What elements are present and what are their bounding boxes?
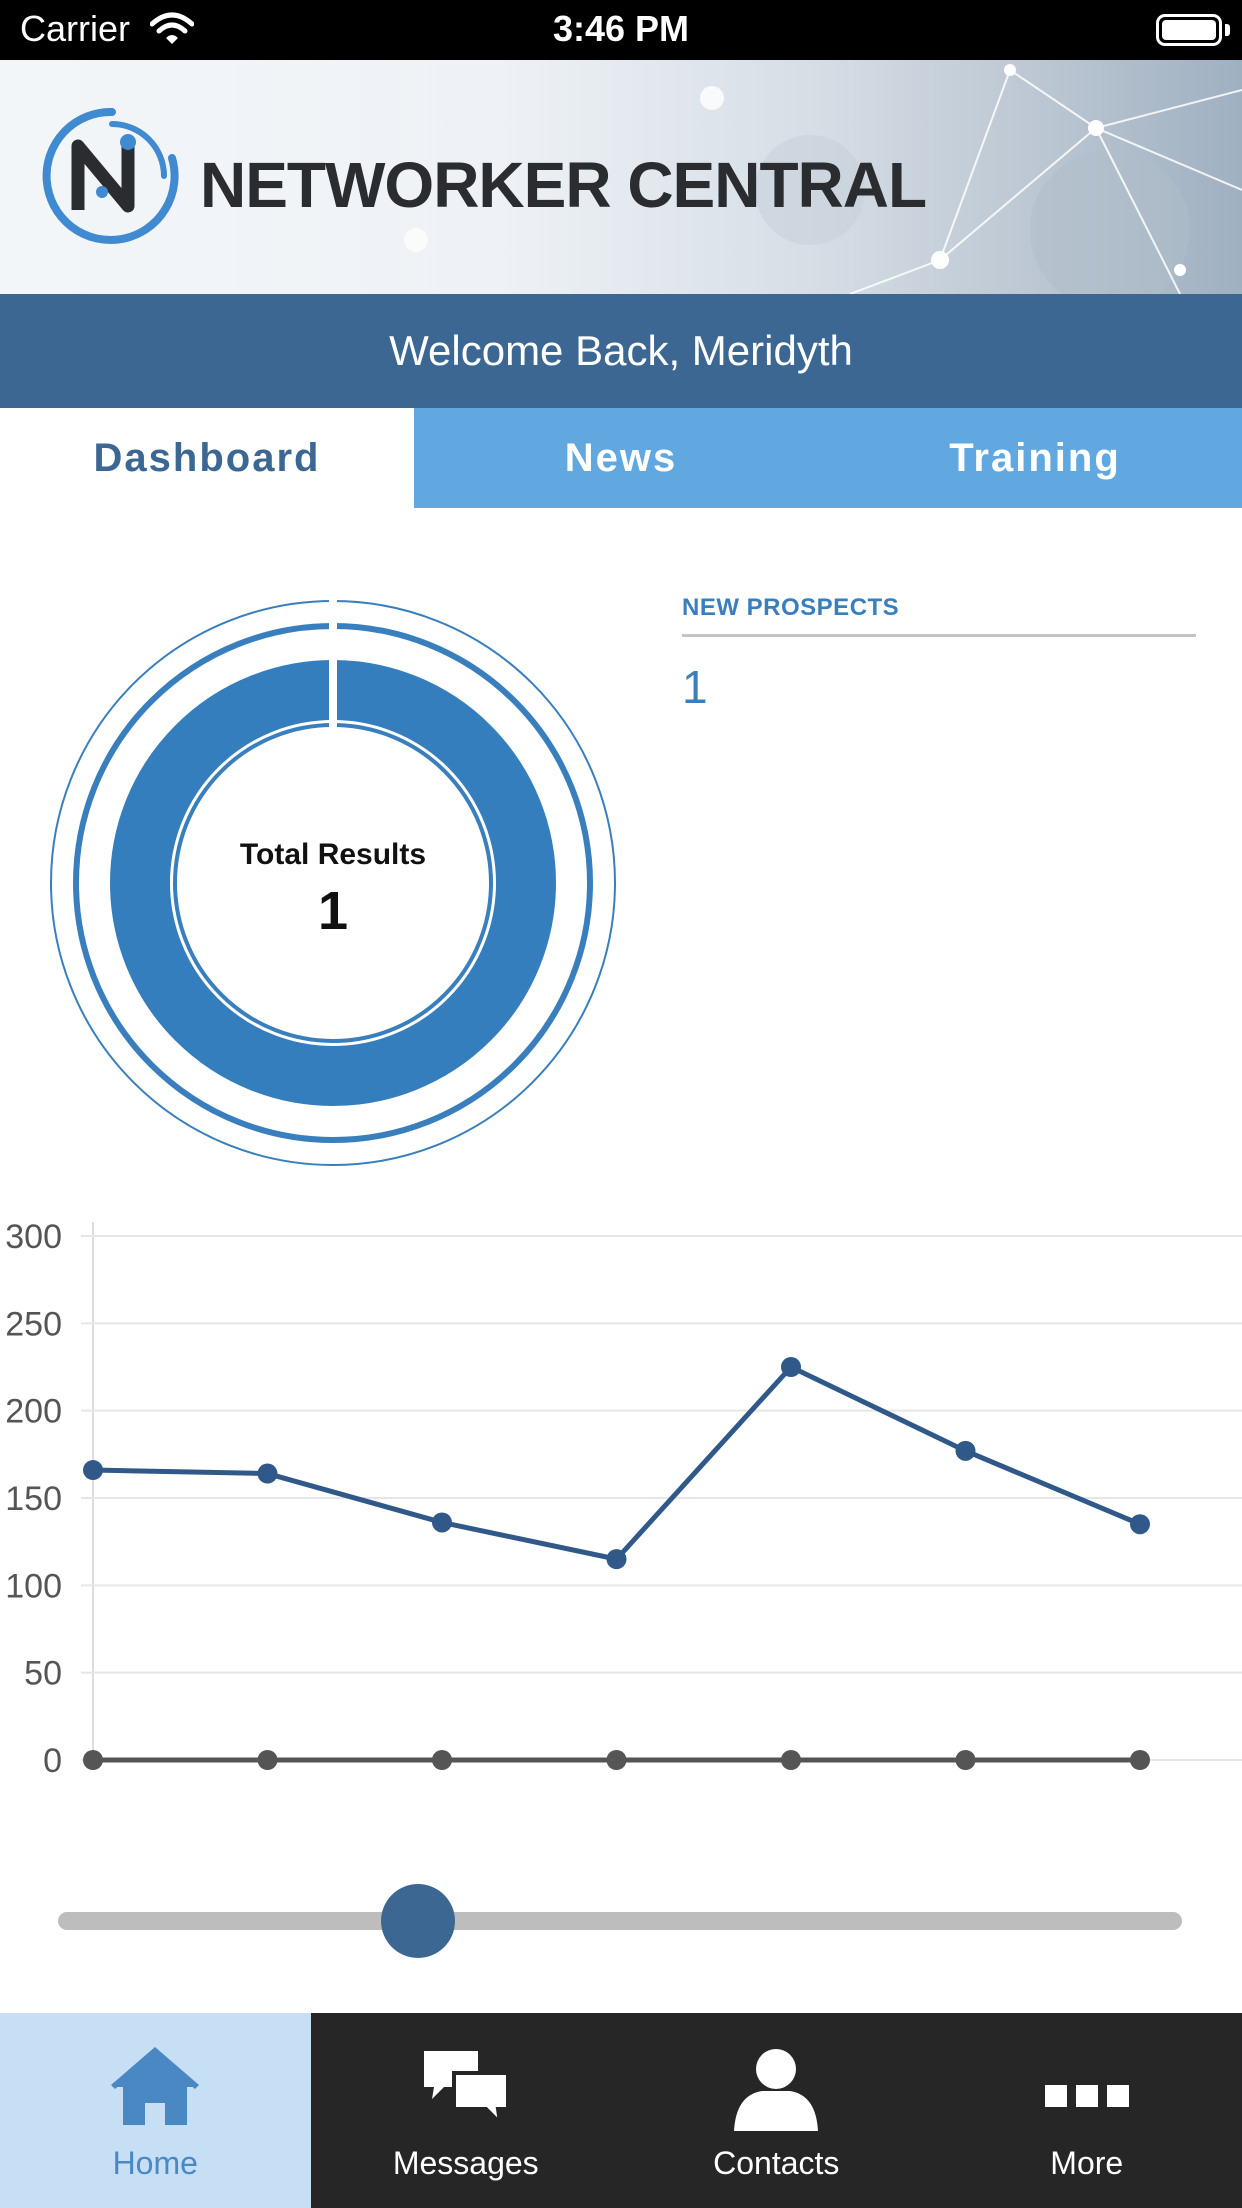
- welcome-banner: Welcome Back, Meridyth: [0, 294, 1242, 408]
- nav-contacts[interactable]: Contacts: [621, 2013, 932, 2208]
- data-point: [606, 1549, 627, 1570]
- total-results-ring-chart: [50, 596, 616, 1166]
- data-point: [1130, 1750, 1150, 1770]
- nav-home[interactable]: Home: [0, 2013, 311, 2208]
- y-tick-label: 200: [5, 1393, 62, 1431]
- tab-news[interactable]: News: [564, 435, 678, 480]
- data-point: [83, 1750, 103, 1770]
- nav-more-label: More: [1050, 2145, 1124, 2181]
- ring-gap-marker: [329, 596, 337, 732]
- data-point: [1130, 1514, 1150, 1535]
- home-icon: [111, 2047, 200, 2125]
- networker-logo-icon: [42, 107, 179, 244]
- data-point: [432, 1512, 452, 1533]
- nav-home-label: Home: [112, 2145, 198, 2181]
- data-point: [257, 1463, 278, 1484]
- y-tick-label: 150: [5, 1480, 62, 1518]
- results-line-chart: 0 50 100 150 200 250 300: [5, 1218, 1242, 1780]
- nav-messages[interactable]: Messages: [311, 2013, 622, 2208]
- data-point: [257, 1750, 278, 1770]
- nav-more[interactable]: More: [932, 2013, 1242, 2208]
- data-point: [432, 1750, 452, 1770]
- wifi-icon: [149, 12, 195, 51]
- data-point: [781, 1357, 801, 1377]
- range-slider-track[interactable]: [58, 1912, 1182, 1930]
- tab-dashboard[interactable]: Dashboard: [0, 408, 414, 508]
- y-tick-label: 100: [5, 1567, 62, 1605]
- prospects-divider: [682, 634, 1196, 637]
- tab-bar: Dashboard News Training: [0, 408, 1242, 508]
- new-prospects-value: 1: [682, 661, 708, 713]
- y-tick-label: 250: [5, 1305, 62, 1343]
- header-banner: NETWORKER CENTRAL: [0, 60, 1242, 294]
- messages-icon: [423, 2051, 510, 2127]
- network-background-graphic: [404, 64, 1242, 294]
- clock: 3:46 PM: [552, 8, 690, 49]
- total-results-value: 1: [317, 881, 349, 941]
- y-tick-label: 50: [24, 1655, 62, 1693]
- new-prospects-label: NEW PROSPECTS: [682, 594, 900, 621]
- bottom-navigation: Home Messages Contacts More: [0, 2013, 1242, 2208]
- brand-title: NETWORKER CENTRAL: [200, 149, 927, 221]
- total-results-label: Total Results: [239, 838, 427, 871]
- nav-contacts-label: Contacts: [713, 2145, 840, 2181]
- more-icon: [1044, 2085, 1129, 2107]
- data-point: [781, 1750, 801, 1770]
- battery-icon: [1156, 14, 1222, 46]
- data-point: [606, 1750, 627, 1770]
- nav-messages-label: Messages: [392, 2145, 539, 2181]
- carrier-label: Carrier: [20, 8, 131, 49]
- tab-training[interactable]: Training: [949, 435, 1121, 480]
- data-point: [83, 1460, 103, 1481]
- y-tick-label: 0: [43, 1742, 62, 1780]
- battery-cap: [1225, 24, 1230, 36]
- data-point: [955, 1750, 976, 1770]
- status-bar: Carrier 3:46 PM: [0, 0, 1242, 60]
- data-point: [955, 1440, 976, 1461]
- range-slider-thumb[interactable]: [380, 1884, 455, 1958]
- series-line-1: [92, 1364, 1141, 1562]
- y-tick-label: 300: [5, 1218, 62, 1256]
- contacts-icon: [734, 2049, 819, 2131]
